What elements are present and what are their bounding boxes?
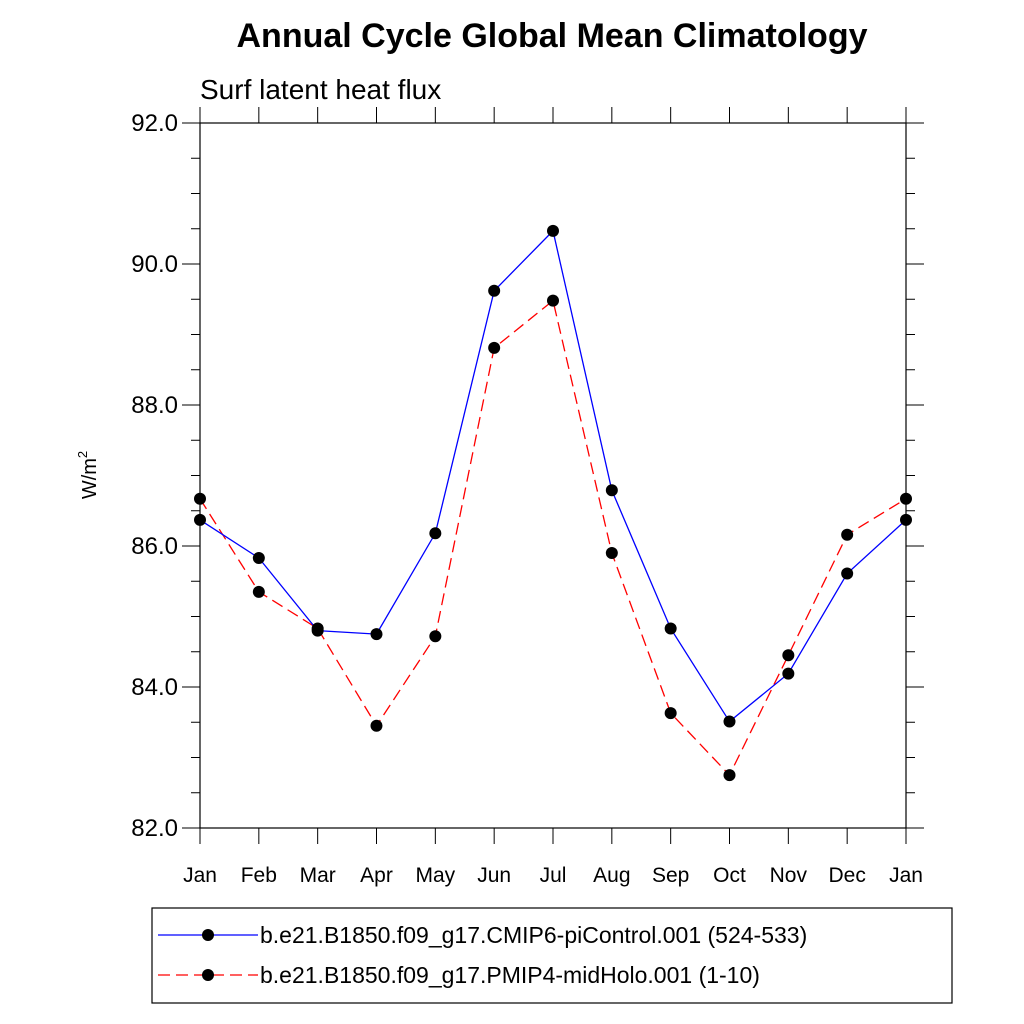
series-1-point [429, 630, 442, 643]
series-0-point [429, 527, 442, 540]
x-tick-label: Aug [593, 864, 630, 887]
series-1-point [370, 719, 383, 732]
series-0-point [370, 628, 383, 641]
series-1-point [900, 492, 912, 505]
series-1-point [252, 585, 265, 598]
series-1-point [547, 294, 559, 307]
series-0-point [664, 622, 677, 635]
series-line-1 [199, 299, 907, 777]
x-tick-label: Jan [183, 864, 217, 887]
y-axis-label-superscript: 2 [75, 451, 90, 458]
legend-box [151, 907, 953, 1004]
x-axis-ticks [199, 107, 907, 844]
y-tick-label: 88.0 [131, 392, 178, 419]
series-1-point [664, 707, 677, 720]
y-tick-label: 92.0 [131, 110, 178, 137]
series-layer [194, 224, 912, 782]
x-tick-label: Oct [713, 864, 746, 887]
y-tick-label: 90.0 [131, 251, 178, 278]
y-axis-label: W/m2 [75, 451, 101, 499]
y-axis-label-base: W/m [79, 458, 101, 499]
series-0-point [723, 715, 736, 728]
legend-label-0: b.e21.B1850.f09_g17.CMIP6-piControl.001 … [260, 922, 807, 948]
series-0-point [252, 551, 265, 564]
x-tick-label: Apr [360, 864, 393, 887]
series-0-point [841, 567, 854, 580]
chart-title: Annual Cycle Global Mean Climatology [237, 17, 868, 55]
series-1-point [194, 492, 206, 505]
series-1-point [782, 649, 795, 662]
series-0-point [605, 484, 618, 497]
y-axis-ticks [182, 122, 924, 829]
series-1-point [488, 341, 501, 354]
legend-marker-0 [202, 929, 214, 941]
y-tick-label: 84.0 [131, 674, 178, 701]
series-1-point [605, 547, 618, 560]
x-tick-label: Sep [652, 864, 689, 887]
series-0-point [547, 224, 559, 237]
series-1-point [311, 622, 324, 635]
x-tick-label: Feb [241, 864, 277, 887]
x-tick-label: Dec [828, 864, 865, 887]
y-tick-label: 82.0 [131, 815, 178, 842]
series-0-point [900, 513, 912, 526]
x-tick-label: Nov [770, 864, 808, 887]
series-0-point [194, 513, 206, 526]
series-0-point [488, 284, 501, 297]
legend-marker-1 [202, 969, 214, 981]
x-tick-label: Jun [477, 864, 511, 887]
legend-label-1: b.e21.B1850.f09_g17.PMIP4-midHolo.001 (1… [260, 962, 760, 988]
series-1-point [723, 769, 736, 782]
series-0-point [782, 667, 795, 680]
x-tick-label: May [415, 864, 455, 887]
y-axis-tick-labels: 82.0 84.0 86.0 88.0 90.0 92.0 [131, 110, 178, 842]
x-tick-label: Mar [300, 864, 336, 887]
legend: b.e21.B1850.f09_g17.CMIP6-piControl.001 … [158, 922, 807, 988]
x-tick-label: Jul [540, 864, 567, 887]
y-tick-label: 86.0 [131, 533, 178, 560]
series-1-point [841, 528, 854, 541]
chart-subtitle: Surf latent heat flux [200, 74, 441, 105]
x-axis-tick-labels: Jan Feb Mar Apr May Jun Jul Aug Sep Oct Nov Dec Jan [183, 864, 923, 887]
x-tick-label: Jan [889, 864, 923, 887]
